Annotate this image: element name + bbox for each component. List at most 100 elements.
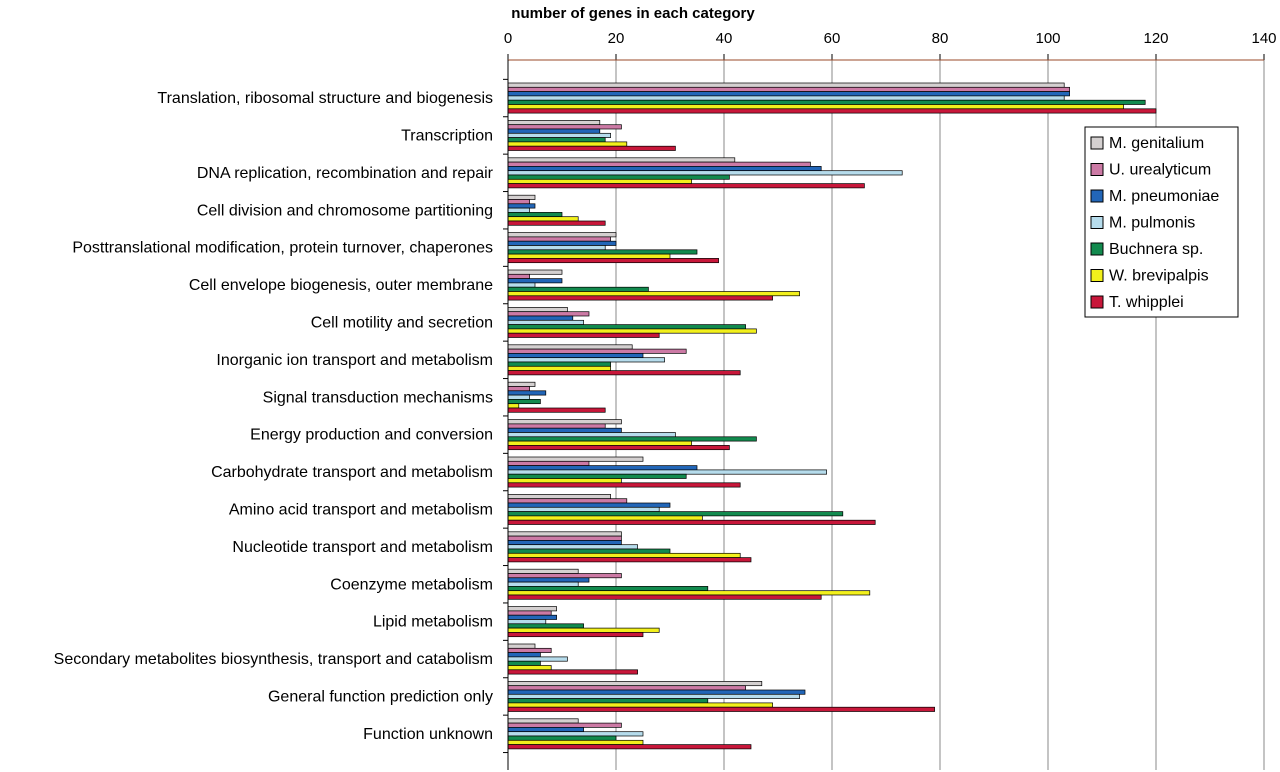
- bar: [507, 718, 579, 724]
- legend-swatch: [1090, 242, 1104, 256]
- bar: [507, 722, 622, 728]
- bar: [507, 440, 692, 446]
- bar: [507, 652, 541, 658]
- bar: [507, 183, 865, 189]
- legend-label: T. whipplei: [1109, 294, 1184, 311]
- category-labels: Translation, ribosomal structure and bio…: [54, 90, 494, 743]
- x-axis-title: number of genes in each category: [511, 5, 755, 22]
- bar: [507, 494, 611, 500]
- bar: [507, 735, 617, 741]
- legend-swatch: [1090, 189, 1104, 203]
- bar: [507, 469, 827, 475]
- bar: [507, 348, 687, 354]
- bar: [507, 647, 552, 653]
- x-tick-label: 140: [1251, 30, 1276, 47]
- legend-swatch: [1090, 136, 1104, 150]
- bar: [507, 381, 536, 387]
- bar: [507, 137, 606, 143]
- bar: [507, 478, 622, 484]
- bar: [507, 170, 903, 176]
- bar: [507, 311, 590, 317]
- bar: [507, 606, 557, 612]
- bar: [507, 427, 622, 433]
- bar: [507, 386, 530, 392]
- bar: [507, 390, 547, 396]
- bar: [507, 141, 628, 147]
- bar: [507, 286, 649, 292]
- bar: [507, 240, 617, 246]
- legend-label: M. pulmonis: [1109, 215, 1195, 232]
- bar: [507, 531, 622, 537]
- legend: M. genitalium U. urealyticum M. pneumoniae…: [1084, 126, 1239, 318]
- bar: [507, 506, 660, 512]
- bars: [507, 82, 1157, 750]
- bar: [507, 423, 606, 429]
- bar: [507, 328, 757, 334]
- bar: [507, 445, 730, 451]
- bar: [507, 432, 676, 438]
- bar: [507, 627, 660, 633]
- bar: [507, 739, 644, 745]
- bar: [507, 178, 692, 184]
- bar: [507, 236, 611, 242]
- bar: [507, 269, 563, 275]
- category-label: General function prediction only: [268, 688, 493, 705]
- bar: [507, 643, 536, 649]
- bar: [507, 698, 709, 704]
- category-label: Cell division and chromosome partitionin…: [197, 202, 493, 219]
- bar: [507, 132, 611, 138]
- bar: [507, 394, 530, 400]
- bar: [507, 744, 752, 750]
- bar: [507, 249, 698, 255]
- bar: [507, 95, 1065, 101]
- bar: [507, 361, 611, 367]
- legend-label: W. brevipalpis: [1109, 268, 1209, 285]
- x-tick-label: 20: [608, 30, 625, 47]
- bar: [507, 128, 601, 134]
- bar: [507, 610, 552, 616]
- bar: [507, 502, 671, 508]
- bar: [507, 166, 822, 172]
- bar: [507, 681, 763, 687]
- bar: [507, 557, 752, 563]
- bar: [507, 660, 541, 666]
- legend-label: M. genitalium: [1109, 135, 1204, 152]
- bar: [507, 120, 601, 126]
- bar: [507, 174, 730, 180]
- bar: [507, 203, 536, 209]
- category-label: Signal transduction mechanisms: [263, 389, 493, 406]
- bar: [507, 315, 574, 321]
- bar: [507, 216, 579, 222]
- legend-swatch: [1090, 216, 1104, 229]
- bar: [507, 535, 622, 541]
- bar: [507, 693, 800, 699]
- bar: [507, 357, 665, 363]
- bar: [507, 619, 547, 625]
- bar: [507, 665, 552, 671]
- bar: [507, 258, 719, 264]
- bar: [507, 577, 590, 583]
- bar: [507, 344, 633, 350]
- bar: [507, 370, 741, 376]
- bar: [507, 407, 606, 413]
- bar: [507, 632, 644, 638]
- bar: [507, 199, 530, 205]
- bar: [507, 727, 584, 733]
- category-label: Cell motility and secretion: [311, 314, 493, 331]
- bar: [507, 540, 622, 546]
- bar: [507, 519, 876, 525]
- bar: [507, 685, 746, 691]
- bar: [507, 581, 579, 587]
- bar: [507, 482, 741, 488]
- bar: [507, 319, 584, 325]
- bar: [507, 656, 568, 662]
- bar: [507, 332, 660, 338]
- bar: [507, 419, 622, 425]
- bar: [507, 365, 611, 371]
- bar: [507, 515, 703, 521]
- bar: [507, 295, 773, 301]
- bar: [507, 353, 644, 359]
- legend-swatch: [1090, 295, 1104, 309]
- bar: [507, 511, 844, 517]
- bar: [507, 403, 520, 409]
